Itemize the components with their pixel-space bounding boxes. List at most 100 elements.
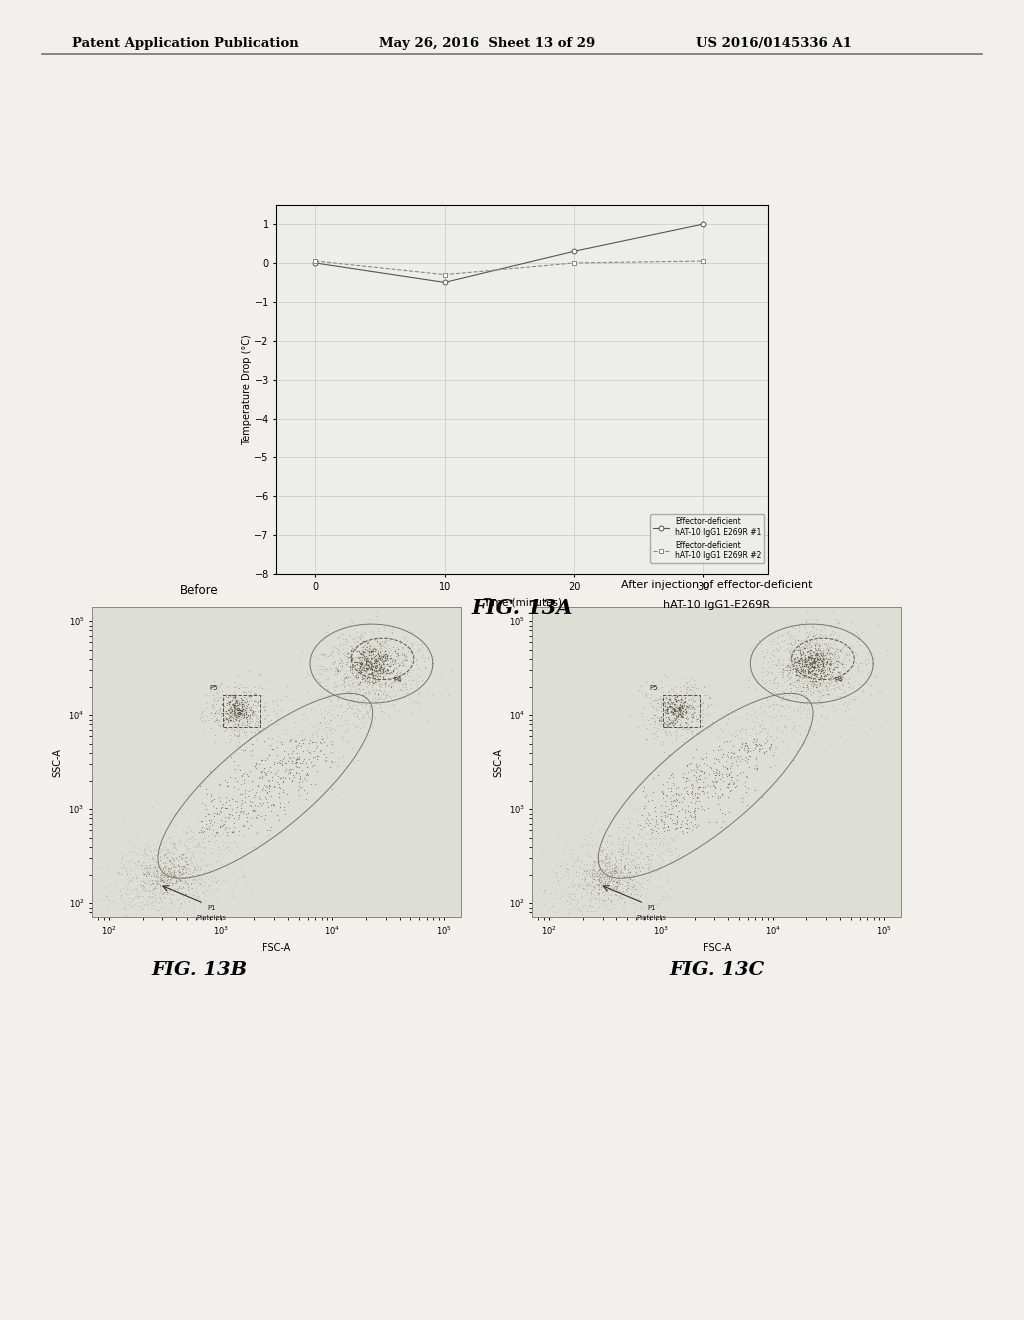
Point [672, 694, 688, 715]
Point [117, 874, 133, 895]
Point [721, 763, 737, 784]
Point [100, 888, 117, 909]
Point [807, 664, 823, 685]
Point [797, 635, 813, 656]
Point [224, 804, 241, 825]
Point [294, 704, 310, 725]
Point [804, 651, 820, 672]
Point [285, 741, 301, 762]
Point [653, 805, 670, 826]
Point [775, 686, 792, 708]
Point [801, 671, 817, 692]
Point [638, 729, 654, 750]
Point [236, 867, 252, 888]
Point [304, 717, 321, 738]
Point [157, 908, 173, 929]
Point [339, 690, 355, 711]
Point [434, 845, 451, 866]
Point [754, 710, 770, 731]
Point [798, 636, 814, 657]
Point [338, 721, 354, 742]
Point [848, 644, 864, 665]
Point [147, 851, 164, 873]
Point [597, 846, 613, 867]
Point [614, 838, 631, 859]
Point [152, 866, 168, 887]
Point [356, 655, 373, 676]
Point [630, 888, 646, 909]
Point [604, 861, 621, 882]
Point [665, 698, 681, 719]
Point [770, 680, 786, 701]
Point [367, 659, 383, 680]
Point [698, 840, 715, 861]
Point [690, 708, 707, 729]
Point [196, 865, 212, 886]
Point [669, 717, 685, 738]
Point [203, 791, 219, 812]
Point [222, 795, 239, 816]
Point [594, 870, 610, 891]
Point [389, 663, 406, 684]
Point [840, 696, 856, 717]
Point [324, 722, 340, 743]
Point [590, 874, 606, 895]
Point [740, 748, 757, 770]
Point [815, 659, 831, 680]
Point [667, 818, 683, 840]
Point [682, 701, 698, 722]
Point [228, 726, 245, 747]
Point [294, 730, 310, 751]
Point [238, 694, 254, 715]
Point [774, 624, 791, 645]
Point [345, 656, 361, 677]
Point [300, 742, 316, 763]
Effector-deficient
hAT-10 IgG1 E269R #1 [438, 275, 451, 290]
Point [720, 747, 736, 768]
Point [209, 813, 225, 834]
Point [222, 709, 239, 730]
Point [601, 884, 617, 906]
Point [214, 694, 230, 715]
Point [575, 861, 592, 882]
Point [847, 792, 863, 813]
Point [121, 875, 137, 896]
Point [232, 700, 249, 721]
Point [162, 858, 178, 879]
Point [374, 690, 390, 711]
Point [751, 734, 767, 755]
Point [245, 800, 261, 821]
Point [140, 886, 157, 907]
Point [599, 875, 615, 896]
Point [151, 854, 167, 875]
Point [358, 649, 375, 671]
Point [726, 746, 742, 767]
Point [623, 869, 639, 890]
Point [680, 714, 696, 735]
Point [779, 655, 796, 676]
Point [240, 690, 256, 711]
Point [170, 854, 186, 875]
Point [670, 717, 686, 738]
Point [340, 718, 356, 739]
Point [803, 661, 819, 682]
Point [354, 626, 371, 647]
Point [157, 859, 173, 880]
Point [286, 767, 302, 788]
Point [325, 652, 341, 673]
Point [359, 659, 376, 680]
Point [822, 652, 839, 673]
Point [822, 647, 839, 668]
Point [226, 812, 243, 833]
Point [828, 638, 845, 659]
Point [634, 804, 650, 825]
Point [634, 804, 650, 825]
Point [598, 880, 614, 902]
Point [362, 692, 379, 713]
Point [208, 873, 224, 894]
Point [804, 655, 820, 676]
Point [413, 638, 429, 659]
Point [689, 779, 706, 800]
Point [692, 768, 709, 789]
Point [225, 697, 242, 718]
